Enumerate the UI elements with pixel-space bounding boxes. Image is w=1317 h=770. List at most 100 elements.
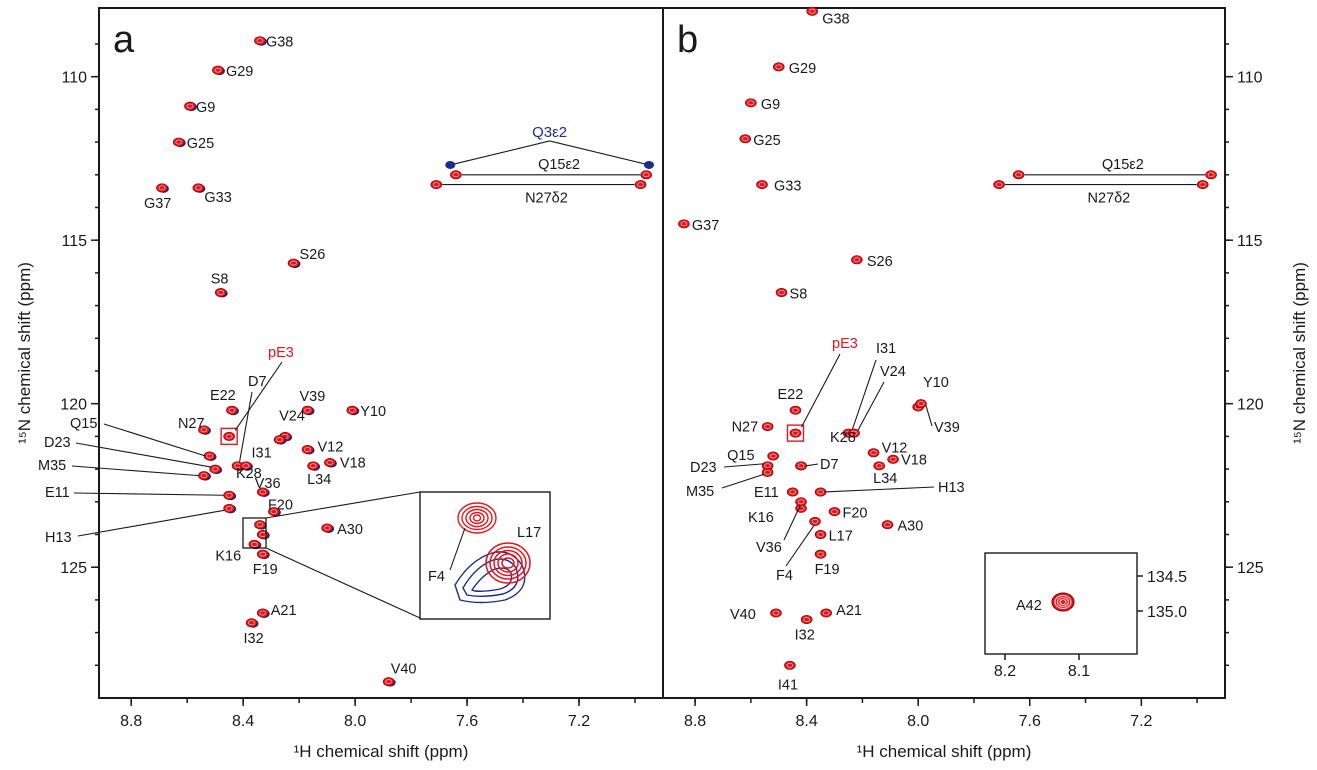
peak-A21 [256,608,269,618]
y-axis-title: ¹⁵N chemical shift (ppm) [1290,262,1309,444]
peak-A30 [881,520,894,530]
peak-label: F20 [843,506,868,522]
contour-a42 [1056,596,1070,608]
contour-f4 [465,508,489,528]
inset-label-l17: L17 [517,525,541,541]
sidechain-N27δ2: N27δ2 [430,180,647,207]
peak-label: K16 [748,510,774,526]
x-tick-label: 7.2 [1130,713,1152,730]
peak-label: V18 [340,456,366,472]
peak-D23 [209,464,221,474]
peak-label: G37 [144,196,171,212]
peak-label: E22 [777,387,803,403]
y-tick-label: 120 [1237,397,1264,414]
peak-label: Y10 [360,404,386,420]
peak-V18 [324,458,336,468]
peak-M35 [761,467,774,477]
peak-label: N27 [178,416,205,432]
peak-label: V36 [756,540,782,556]
peak-V24 [848,428,860,438]
sidechain-peak [640,170,653,180]
plot-frame [98,7,664,699]
peak-label: S8 [211,272,229,288]
peak-label: F20 [268,498,293,514]
leader-q15 [103,423,206,457]
sidechain-peak [450,170,462,180]
contour-l17 [497,553,519,573]
peak-label: G9 [196,100,215,116]
peak-label: G25 [753,133,780,149]
peak-label: pE3 [268,345,294,361]
leader-i31 [851,359,877,430]
panel-letter: b [677,19,698,61]
x-tick-label: 8.4 [796,713,818,730]
peak-Q15 [767,451,779,461]
peak-label: N27 [732,420,759,436]
peak-G33 [756,180,768,190]
sidechain-label: Q15ε2 [1102,157,1144,173]
peak-G38 [806,6,819,16]
peak-G25 [739,134,752,144]
peak-V40 [770,608,782,618]
sidechain-peak [1196,180,1209,190]
inset-leader-f4 [449,527,466,571]
peak-I32 [245,618,258,628]
peak-A21 [820,608,832,618]
leader-v36 [783,505,801,541]
sidechain-Q15ε2: Q15ε2 [450,157,653,180]
sidechain-peak [644,160,655,169]
leader-d23 [723,463,764,468]
y-tick-label: 125 [1237,560,1264,577]
peak-label: V36 [255,476,281,492]
peak-D7 [795,461,807,471]
peak-S26 [851,255,863,265]
leader-h13 [824,486,935,493]
peak-label: G25 [187,136,214,152]
y-tick-label: 110 [1237,70,1263,87]
peak-label: Q15 [70,416,97,432]
sidechain-peak [634,180,647,190]
inset-y-tick-label: 135.0 [1147,604,1187,621]
y-tick-label: 120 [60,397,87,414]
peak-V36 [795,497,807,507]
peak-label: I41 [778,677,798,693]
zoom-connector-top [265,491,421,519]
peak-label: H13 [938,480,965,496]
sidechain-Q3ε2: Q3ε2 [445,124,655,169]
peak-pE3 [223,431,235,441]
contour-l17 [493,549,523,577]
peak-V39 [301,405,314,415]
peak-label: G37 [692,218,719,234]
x-tick-label: 8.8 [684,713,706,730]
x-tick-label: 8.4 [232,713,254,730]
peak-label: V18 [901,452,927,468]
peak-V12 [301,444,314,454]
sidechain-peak [445,160,456,169]
peak-label: pE3 [832,336,858,352]
peak-label: E11 [754,485,779,501]
peak-F20 [828,507,841,517]
peak-S8 [214,288,227,298]
peak-K28 [240,461,252,471]
x-axis-title: ¹H chemical shift (ppm) [294,742,469,761]
panel-letter: a [113,19,135,61]
contour-l17 [485,542,531,584]
sidechain-connector [450,140,650,166]
peak-label: L34 [873,471,897,487]
sidechain-peak [1012,170,1025,180]
contour-f4 [457,502,497,534]
peak-label: G38 [822,11,849,27]
peak-N27 [198,425,210,435]
peak-label: D7 [820,457,839,473]
peak-label: Q15 [727,448,754,464]
sidechain-label: Q15ε2 [538,157,580,173]
leader-m35 [721,473,764,489]
peak-pE3 [789,428,802,438]
peak-label: M35 [686,484,714,500]
sidechain-N27δ2: N27δ2 [993,180,1209,207]
peak-E11 [223,490,235,500]
peak-Y10 [346,405,359,415]
leader-f4 [785,525,815,567]
peak-G38 [254,36,266,46]
peak-M35 [198,471,210,481]
